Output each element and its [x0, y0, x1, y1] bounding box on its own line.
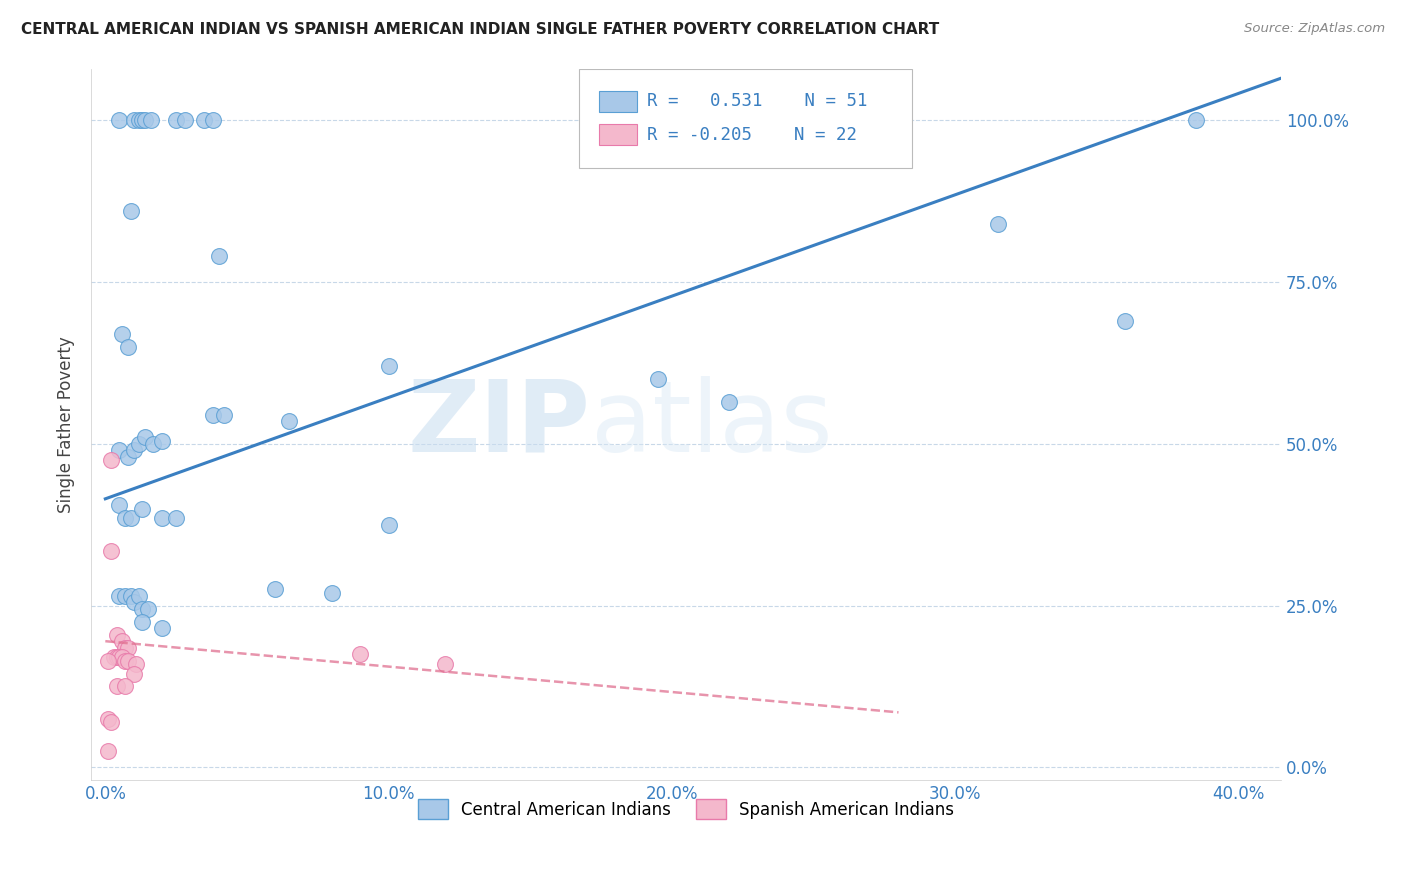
Point	[108, 589, 131, 603]
Legend: Central American Indians, Spanish American Indians: Central American Indians, Spanish Americ…	[411, 793, 960, 825]
Point	[165, 113, 187, 128]
Y-axis label: Single Father Poverty: Single Father Poverty	[58, 336, 75, 513]
Text: CENTRAL AMERICAN INDIAN VS SPANISH AMERICAN INDIAN SINGLE FATHER POVERTY CORRELA: CENTRAL AMERICAN INDIAN VS SPANISH AMERI…	[21, 22, 939, 37]
Point	[105, 680, 128, 694]
Point	[131, 501, 153, 516]
Point	[128, 113, 150, 128]
Point	[120, 589, 142, 603]
Text: R = -0.205    N = 22: R = -0.205 N = 22	[647, 126, 856, 144]
Point	[108, 443, 131, 458]
Point	[150, 511, 173, 525]
Point	[136, 602, 159, 616]
Point	[134, 430, 156, 444]
Point	[120, 203, 142, 218]
Point	[100, 714, 122, 729]
Point	[105, 650, 128, 665]
Point	[717, 394, 740, 409]
Point	[165, 511, 187, 525]
FancyBboxPatch shape	[579, 69, 912, 169]
Point	[689, 113, 711, 128]
Point	[122, 113, 145, 128]
Point	[201, 113, 224, 128]
Point	[122, 595, 145, 609]
Point	[150, 434, 173, 448]
Point	[103, 650, 125, 665]
Point	[122, 666, 145, 681]
Point	[108, 498, 131, 512]
Point	[434, 657, 457, 671]
Point	[97, 712, 120, 726]
Point	[647, 372, 669, 386]
Point	[207, 249, 229, 263]
Point	[139, 113, 162, 128]
Point	[987, 217, 1010, 231]
Text: Source: ZipAtlas.com: Source: ZipAtlas.com	[1244, 22, 1385, 36]
Point	[278, 414, 301, 428]
Point	[128, 437, 150, 451]
Point	[349, 647, 371, 661]
Point	[131, 113, 153, 128]
Point	[111, 326, 134, 341]
Point	[114, 654, 136, 668]
Point	[97, 654, 120, 668]
Point	[131, 615, 153, 629]
Point	[114, 589, 136, 603]
Point	[150, 621, 173, 635]
Point	[264, 582, 287, 597]
Bar	[599, 91, 637, 112]
Point	[859, 113, 882, 128]
Point	[131, 602, 153, 616]
Point	[108, 113, 131, 128]
Point	[117, 654, 139, 668]
Point	[377, 359, 399, 374]
Point	[105, 628, 128, 642]
Point	[122, 443, 145, 458]
Point	[214, 408, 236, 422]
Point	[142, 437, 165, 451]
Point	[114, 511, 136, 525]
Point	[1114, 314, 1136, 328]
Point	[117, 340, 139, 354]
Point	[201, 408, 224, 422]
Point	[111, 650, 134, 665]
Point	[117, 450, 139, 464]
Point	[193, 113, 215, 128]
Point	[117, 640, 139, 655]
Point	[100, 453, 122, 467]
Point	[173, 113, 195, 128]
Bar	[599, 124, 637, 145]
Point	[97, 744, 120, 758]
Point	[111, 634, 134, 648]
Point	[128, 589, 150, 603]
Point	[1185, 113, 1208, 128]
Point	[377, 517, 399, 532]
Point	[120, 511, 142, 525]
Point	[100, 543, 122, 558]
Point	[321, 585, 343, 599]
Text: ZIP: ZIP	[408, 376, 591, 473]
Point	[114, 640, 136, 655]
Point	[125, 657, 148, 671]
Point	[108, 650, 131, 665]
Point	[114, 680, 136, 694]
Point	[134, 113, 156, 128]
Text: atlas: atlas	[591, 376, 832, 473]
Text: R =   0.531    N = 51: R = 0.531 N = 51	[647, 92, 868, 111]
